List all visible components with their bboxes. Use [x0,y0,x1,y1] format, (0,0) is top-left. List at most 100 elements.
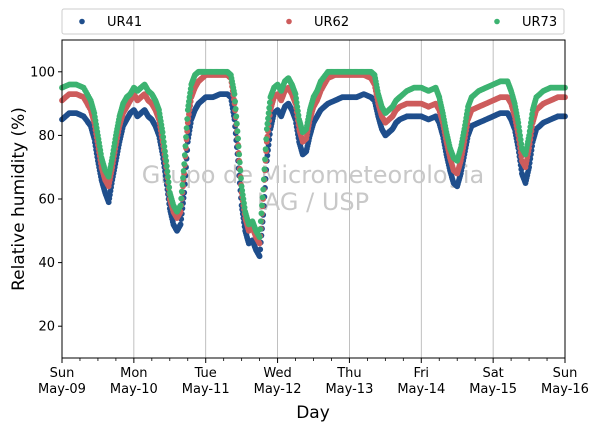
data-point [235,135,242,142]
plot-area: Grupo de Micrometeorologia IAG / USP [59,39,568,359]
data-point [256,234,263,241]
data-point [262,156,268,163]
data-point [165,173,171,180]
x-tick-label-date: May-13 [325,382,373,397]
data-point [262,146,269,153]
y-axis-title: Relative humidity (%) [9,107,29,291]
data-point [293,99,300,106]
data-point [163,157,170,164]
data-point [238,175,244,182]
y-tick-label: 20 [38,320,55,335]
data-point [257,226,264,233]
data-point [265,115,271,122]
data-point [260,186,267,193]
legend-label-ur62: UR62 [314,15,349,30]
data-point [256,240,263,247]
data-point [160,134,167,140]
legend-marker-ur62 [286,18,292,25]
x-tick-label-date: May-10 [110,382,158,397]
y-tick-label: 100 [30,65,55,80]
data-point [257,246,264,253]
legend-marker-ur73 [494,18,500,25]
data-point [295,108,301,114]
y-tick-label: 80 [38,129,55,144]
data-point [234,128,241,135]
x-tick-label-date: May-11 [182,382,230,397]
data-point [180,174,186,181]
data-point [180,168,187,174]
data-point [181,161,188,167]
y-axis: 20 40 60 80 100 [30,65,62,335]
watermark-line-1: Grupo de Micrometeorologia [142,161,484,189]
data-point [266,99,273,106]
watermark: Grupo de Micrometeorologia IAG / USP [142,161,484,216]
data-point [162,148,168,155]
data-point [264,120,271,127]
data-point [178,188,185,195]
data-point [159,129,166,136]
data-point [183,125,190,131]
data-point [183,134,189,140]
data-point [184,107,191,113]
data-point [236,159,243,166]
data-point [265,110,272,116]
data-point [263,126,270,132]
data-point [184,116,191,122]
data-point [266,104,273,111]
data-point [165,179,172,185]
data-point [177,221,184,228]
data-point [177,202,184,209]
data-point [182,143,189,149]
x-tick-label-day: Sun [553,366,578,381]
data-point [257,218,264,225]
legend-label-ur41: UR41 [107,15,142,30]
data-point [179,181,186,188]
data-series [59,68,568,260]
data-point [162,153,169,160]
x-axis-title: Day [296,403,330,423]
x-tick-label-day: Wed [263,366,291,381]
data-point [231,91,238,97]
data-point [164,168,171,175]
data-point [181,152,188,158]
x-tick-label-day: Thu [336,366,361,381]
data-point [517,136,524,143]
data-point [166,184,173,191]
data-point [526,128,533,135]
data-point [239,187,246,194]
legend-frame [61,8,565,35]
data-point [232,106,239,112]
data-point [236,151,243,158]
data-point [233,113,240,120]
watermark-line-2: IAG / USP [257,188,369,216]
x-tick-label-date: May-12 [254,382,302,397]
y-tick-label: 40 [38,256,55,271]
x-tick-label-day: Mon [120,366,147,381]
data-point [259,202,265,209]
data-point [237,167,244,174]
data-point [261,166,268,173]
legend-marker-ur41 [79,18,85,25]
x-tick-label-date: May-14 [397,382,445,397]
data-point [160,138,167,145]
y-tick-label: 60 [38,193,55,208]
x-tick-label-day: Fri [414,366,430,381]
data-point [187,85,194,92]
data-point [232,98,239,105]
data-point [528,119,534,126]
legend: UR41 UR62 UR73 [61,8,565,35]
data-point [161,143,168,150]
x-tick-label-date: May-16 [541,382,589,397]
x-tick-label-day: Sat [482,366,503,381]
data-point [234,120,240,127]
data-point [263,136,270,143]
legend-label-ur73: UR73 [522,15,557,30]
series-ur73 [59,68,568,241]
x-axis: SunMay-09MonMay-10TueMay-11WedMay-12ThuM… [38,358,589,397]
x-tick-label-day: Tue [194,366,217,381]
data-point [178,195,185,202]
data-point [256,253,263,260]
x-tick-label-date: May-09 [38,382,86,397]
x-tick-label-date: May-15 [469,382,517,397]
